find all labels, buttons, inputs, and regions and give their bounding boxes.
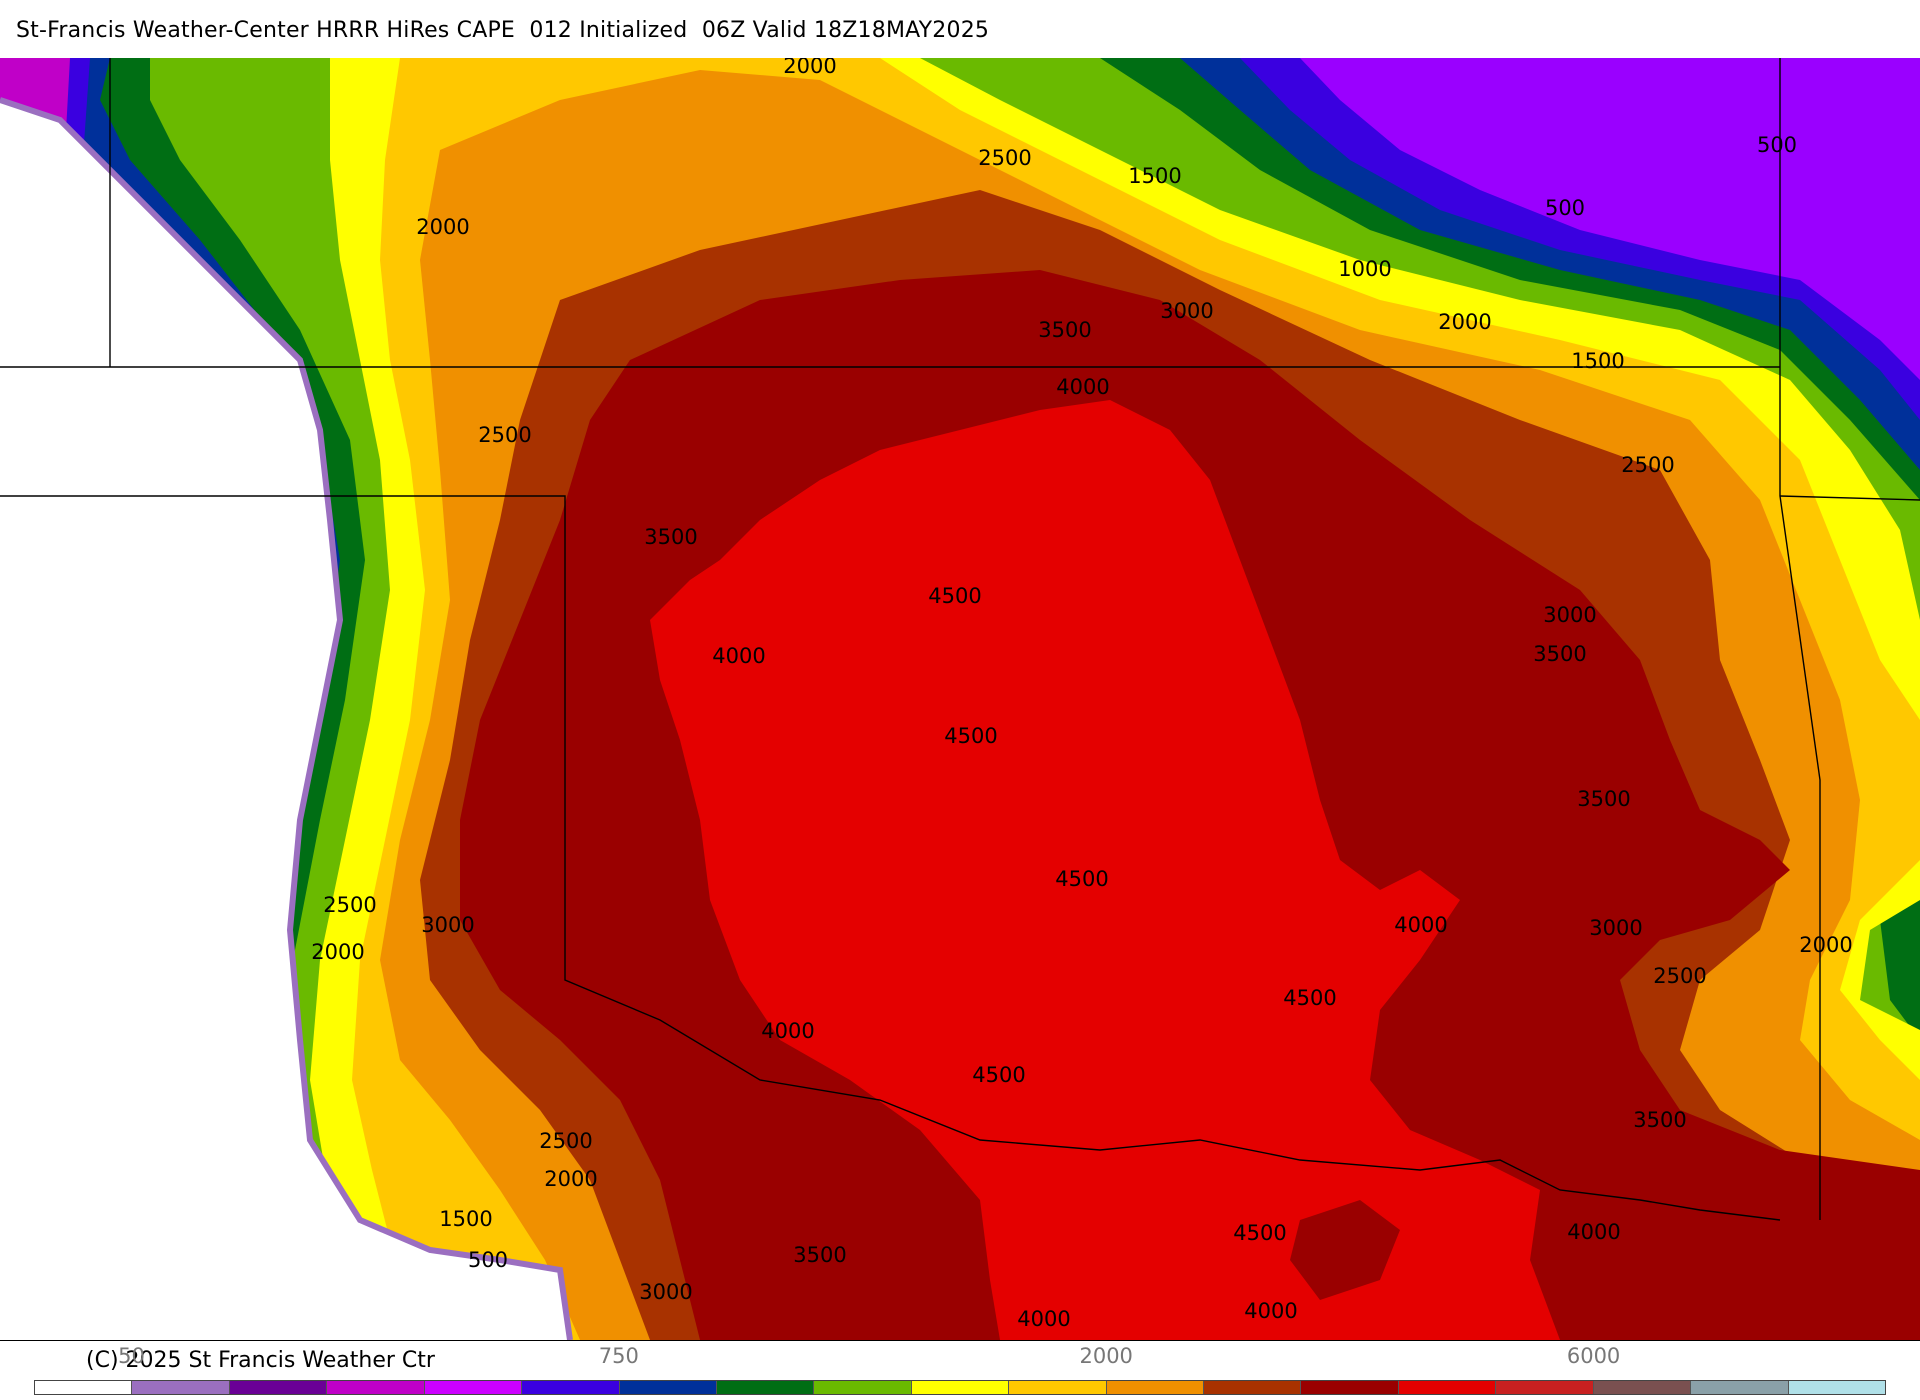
colorbar-segment <box>424 1381 523 1394</box>
contour-label: 2000 <box>311 940 364 964</box>
colorbar-segment <box>1496 1381 1594 1394</box>
colorbar-segment <box>716 1381 815 1394</box>
contour-label: 3000 <box>1160 299 1213 323</box>
colorbar-segment <box>1301 1381 1399 1394</box>
contour-label: 4000 <box>712 644 765 668</box>
colorbar-segment <box>1398 1381 1497 1394</box>
colorbar-segment <box>1788 1381 1886 1394</box>
contour-label: 2000 <box>1799 933 1852 957</box>
contour-label: 500 <box>1757 133 1797 157</box>
colorbar-segment <box>1009 1381 1107 1394</box>
colorbar-segment <box>522 1381 620 1394</box>
contour-label: 4000 <box>1394 913 1447 937</box>
colorbar-segment <box>327 1381 425 1394</box>
contour-label: 4000 <box>1056 375 1109 399</box>
contour-label: 4500 <box>1233 1221 1286 1245</box>
contour-label: 500 <box>1545 196 1585 220</box>
contour-label: 3000 <box>1589 916 1642 940</box>
colorbar-segment <box>1106 1381 1205 1394</box>
colorbar-segment <box>132 1381 230 1394</box>
colorbar-tick-label: 50 <box>118 1344 145 1368</box>
contour-label: 4000 <box>1017 1307 1070 1331</box>
contour-label: 2500 <box>539 1129 592 1153</box>
contour-label: 3000 <box>639 1280 692 1304</box>
contour-label: 1500 <box>1571 349 1624 373</box>
red-south-extension <box>1000 1080 1400 1340</box>
contour-label: 4500 <box>972 1063 1025 1087</box>
colorbar-tick-label: 6000 <box>1566 1344 1621 1368</box>
contour-label: 3000 <box>1543 603 1596 627</box>
contour-label: 2000 <box>416 215 469 239</box>
contour-label-layer: 2000 2500 1500 500 500 1000 2000 3000 3500 2000 15… <box>311 58 1852 1331</box>
contour-label: 500 <box>468 1248 508 1272</box>
colorbar-segment <box>35 1381 133 1394</box>
contour-label: 3500 <box>1633 1108 1686 1132</box>
contour-label: 4000 <box>1567 1220 1620 1244</box>
contour-label: 4500 <box>1283 986 1336 1010</box>
colorbar-segment <box>619 1381 717 1394</box>
colorbar-segment <box>814 1381 912 1394</box>
contour-label: 4500 <box>944 724 997 748</box>
contour-label: 4500 <box>1055 867 1108 891</box>
colorbar-segment <box>911 1381 1010 1394</box>
colorbar-segment <box>1593 1381 1692 1394</box>
contour-label: 3500 <box>644 525 697 549</box>
colorbar-tick-label: 2000 <box>1079 1344 1133 1368</box>
contour-label: 3500 <box>1533 642 1586 666</box>
colorbar-segment <box>1691 1381 1789 1394</box>
contour-label: 2500 <box>978 146 1031 170</box>
contour-label: 2000 <box>1438 310 1491 334</box>
contour-label: 4000 <box>1244 1299 1297 1323</box>
band-red-core <box>650 400 1560 1340</box>
ocean-west <box>0 100 570 1340</box>
boundary-lines <box>0 58 1920 1221</box>
contour-label: 3500 <box>1577 787 1630 811</box>
colorbar-segment <box>1204 1381 1302 1394</box>
colorbar-segment <box>229 1381 328 1394</box>
contour-label: 4000 <box>761 1019 814 1043</box>
contour-label: 2500 <box>478 423 531 447</box>
cape-map: 2000 2500 1500 500 500 1000 2000 3000 3500 2000 15… <box>0 58 1920 1341</box>
contour-label: 3000 <box>421 913 474 937</box>
copyright-text: (C) 2025 St Francis Weather Ctr <box>86 1348 435 1373</box>
colorbar <box>34 1380 1886 1395</box>
colorbar-tick-label: 750 <box>598 1344 639 1368</box>
band-blue-ne <box>60 58 1920 440</box>
map-title: St-Francis Weather-Center HRRR HiRes CAP… <box>16 18 990 43</box>
contour-label: 3500 <box>793 1243 846 1267</box>
contour-label: 1000 <box>1338 257 1391 281</box>
contour-label: 2500 <box>323 893 376 917</box>
contour-label: 2500 <box>1653 964 1706 988</box>
contour-label: 1500 <box>1128 164 1181 188</box>
contour-label: 3500 <box>1038 318 1091 342</box>
contour-label: 2500 <box>1621 453 1674 477</box>
contour-label: 2000 <box>544 1167 597 1191</box>
contour-label: 4500 <box>928 584 981 608</box>
contour-label: 1500 <box>439 1207 492 1231</box>
darkred-blob-south <box>1290 1200 1400 1300</box>
contour-label: 2000 <box>783 58 836 78</box>
coast-purple-fringe <box>0 97 573 1340</box>
